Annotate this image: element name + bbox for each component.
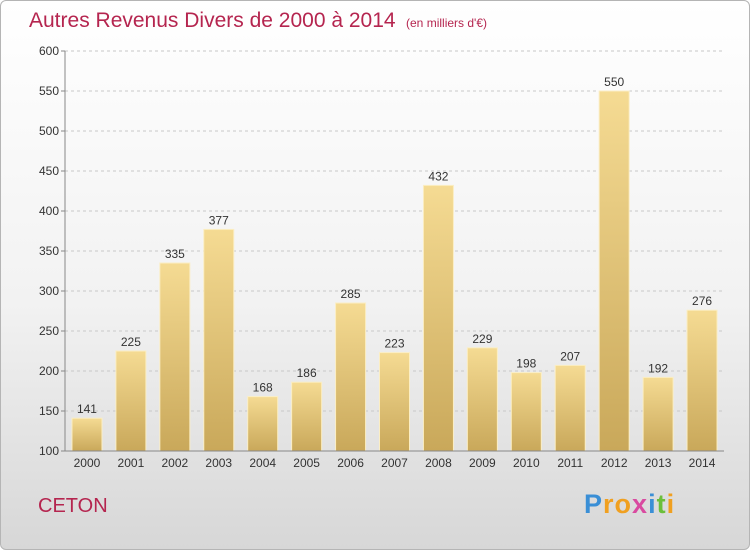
bar-2007 [379, 352, 410, 452]
bar-2011 [554, 364, 586, 452]
data-label-2013: 192 [648, 361, 668, 375]
y-tick-label: 500 [39, 124, 59, 138]
logo-letter: i [666, 489, 676, 519]
data-label-2007: 223 [384, 337, 404, 351]
logo-letter: P [584, 489, 604, 519]
data-label-2014: 276 [692, 294, 712, 308]
bars: 141 225 335 377 168 186 285 223 432 229 198 207 550 1… [71, 75, 718, 452]
x-tick-label-2001: 2001 [118, 456, 145, 470]
bar-2014 [686, 309, 718, 452]
x-tick-label-2003: 2003 [205, 456, 232, 470]
bar-2008 [422, 184, 454, 452]
data-label-2000: 141 [77, 402, 97, 416]
x-tick-label-2008: 2008 [425, 456, 452, 470]
logo-letter: t [656, 489, 667, 519]
y-tick-label: 450 [39, 164, 59, 178]
data-label-2010: 198 [516, 357, 536, 371]
chart-title: Autres Revenus Divers de 2000 à 2014 [29, 9, 396, 32]
bar-2006 [335, 302, 367, 452]
data-label-2001: 225 [121, 335, 141, 349]
x-tick-label-2002: 2002 [161, 456, 188, 470]
bar-2005 [291, 381, 323, 452]
y-tick-label: 400 [39, 204, 59, 218]
logo-letter: o [614, 489, 633, 519]
y-tick-label: 350 [39, 244, 59, 258]
y-tick-label: 600 [39, 44, 59, 58]
x-tick-label-2011: 2011 [557, 456, 583, 470]
chart-title-block: Autres Revenus Divers de 2000 à 2014 (en… [29, 9, 487, 33]
location-name: CETON [38, 495, 108, 517]
logo-letter: i [648, 489, 657, 519]
bar-2001 [115, 350, 147, 452]
chart-subtitle: (en milliers d'€) [406, 16, 487, 30]
data-label-2005: 186 [297, 366, 317, 380]
x-tick-label-2010: 2010 [513, 456, 540, 470]
y-tick-label: 300 [39, 284, 59, 298]
data-label-2006: 285 [341, 287, 361, 301]
data-label-2008: 432 [428, 169, 448, 183]
data-label-2011: 207 [560, 349, 580, 363]
data-label-2003: 377 [209, 213, 229, 227]
y-tick-label: 200 [39, 364, 59, 378]
axes: 100 150 200 250 300 350 400 450 500 550 600 2000 200… [39, 44, 724, 470]
data-label-2009: 229 [472, 332, 492, 346]
x-tick-label-2012: 2012 [601, 456, 628, 470]
x-tick-label-2006: 2006 [337, 456, 364, 470]
y-tick-label: 550 [39, 84, 59, 98]
y-tick-label: 250 [39, 324, 59, 338]
y-tick-label: 150 [39, 404, 59, 418]
x-tick-label-2005: 2005 [293, 456, 320, 470]
bar-2000 [71, 417, 103, 452]
y-tick-label: 100 [39, 444, 59, 458]
data-label-2002: 335 [165, 247, 185, 261]
x-tick-label-2004: 2004 [249, 456, 276, 470]
data-label-2012: 550 [604, 75, 624, 89]
bar-2009 [466, 347, 498, 452]
x-tick-label-2007: 2007 [381, 456, 408, 470]
x-tick-label-2000: 2000 [74, 456, 101, 470]
data-label-2004: 168 [253, 381, 273, 395]
bar-2013 [642, 376, 674, 452]
logo-letter: r [603, 489, 615, 519]
proxiti-logo: Proxiti [584, 489, 675, 520]
bar-2003 [203, 228, 235, 452]
bar-2002 [159, 262, 191, 452]
x-tick-label-2009: 2009 [469, 456, 496, 470]
bar-2012 [598, 90, 630, 452]
bar-2010 [510, 372, 542, 452]
bar-2004 [247, 396, 279, 452]
x-tick-label-2014: 2014 [689, 456, 716, 470]
logo-letter: x [632, 489, 649, 519]
x-tick-label-2013: 2013 [645, 456, 672, 470]
